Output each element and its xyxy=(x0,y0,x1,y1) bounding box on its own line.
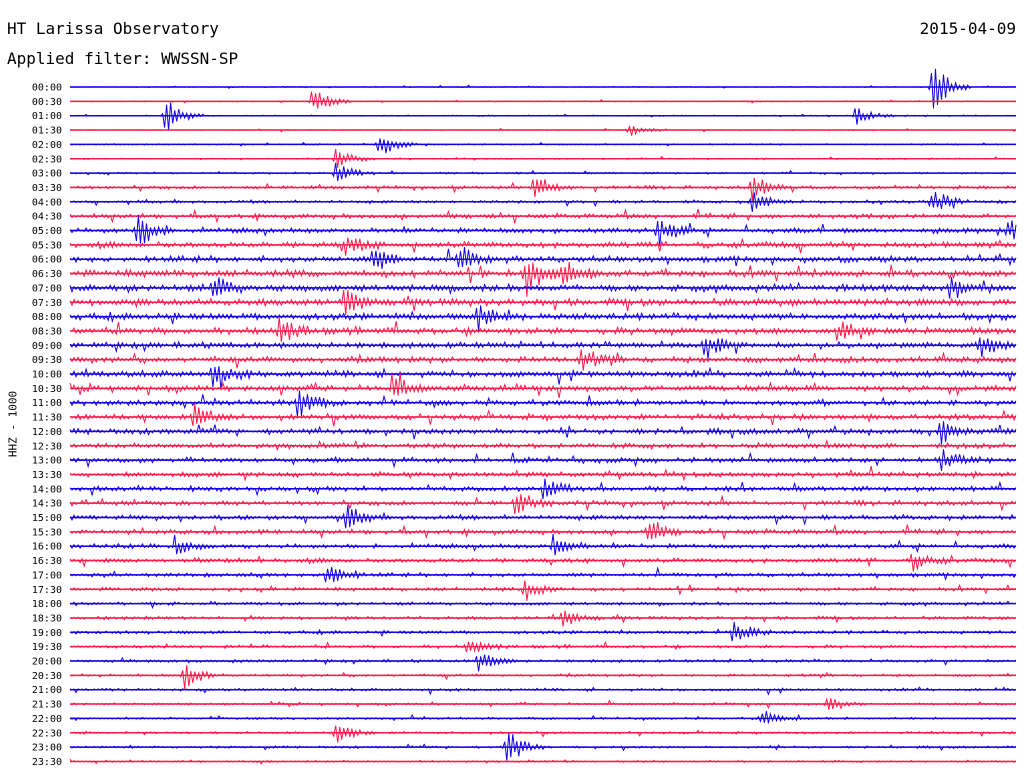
tick-label: 15:30 xyxy=(32,527,62,538)
trace-1630 xyxy=(69,553,1017,572)
trace-1730 xyxy=(69,580,1017,601)
trace-1430 xyxy=(69,494,1017,514)
tick-label: 01:00 xyxy=(32,111,62,122)
tick-label: 20:30 xyxy=(32,671,62,682)
trace-1100 xyxy=(69,390,1017,417)
tick-label: 06:30 xyxy=(32,269,62,280)
tick-label: 16:00 xyxy=(32,542,62,553)
trace-1000 xyxy=(69,366,1017,390)
trace-0300 xyxy=(69,162,1017,182)
tick-label: 23:00 xyxy=(32,743,62,754)
tick-label: 04:30 xyxy=(32,212,62,223)
trace-2030 xyxy=(69,664,1017,690)
trace-2000 xyxy=(69,654,1017,672)
tick-label: 13:00 xyxy=(32,456,62,467)
tick-label: 03:30 xyxy=(32,183,62,194)
tick-label: 07:00 xyxy=(32,283,62,294)
station-title: HT Larissa Observatory xyxy=(7,19,219,38)
trace-1800 xyxy=(69,600,1017,610)
tick-label: 02:00 xyxy=(32,140,62,151)
trace-2230 xyxy=(69,725,1017,743)
tick-label: 12:00 xyxy=(32,427,62,438)
time-labels: 00:00 00:30 01:00 01:30 02:00 02:30 03:00 03:30… xyxy=(32,83,62,768)
tick-label: 11:00 xyxy=(32,398,62,409)
trace-0000 xyxy=(69,68,1017,109)
tick-label: 22:00 xyxy=(32,714,62,725)
trace-0030 xyxy=(69,91,1017,109)
trace-0100 xyxy=(69,102,1017,131)
trace-2200 xyxy=(69,711,1017,724)
trace-0130 xyxy=(69,124,1017,136)
trace-0600 xyxy=(69,247,1017,270)
trace-1200 xyxy=(69,421,1017,445)
traces xyxy=(69,68,1017,765)
trace-0200 xyxy=(69,138,1017,154)
tick-label: 19:30 xyxy=(32,642,62,653)
tick-label: 08:30 xyxy=(32,326,62,337)
trace-1330 xyxy=(69,465,1017,482)
trace-0830 xyxy=(69,316,1017,343)
filter-label: Applied filter: WWSSN-SP xyxy=(7,49,239,68)
tick-label: 06:00 xyxy=(32,255,62,266)
tick-label: 10:00 xyxy=(32,370,62,381)
tick-label: 10:30 xyxy=(32,384,62,395)
tick-label: 04:00 xyxy=(32,197,62,208)
tick-label: 08:00 xyxy=(32,312,62,323)
trace-2100 xyxy=(69,686,1017,696)
tick-label: 18:30 xyxy=(32,613,62,624)
trace-1600 xyxy=(69,533,1017,556)
trace-1530 xyxy=(69,522,1017,541)
tick-label: 21:00 xyxy=(32,685,62,696)
tick-label: 15:00 xyxy=(32,513,62,524)
tick-label: 23:30 xyxy=(32,757,62,768)
tick-label: 05:00 xyxy=(32,226,62,237)
tick-label: 00:00 xyxy=(32,83,62,94)
tick-label: 11:30 xyxy=(32,413,62,424)
trace-0330 xyxy=(69,177,1017,202)
tick-label: 17:30 xyxy=(32,585,62,596)
trace-0800 xyxy=(69,305,1017,332)
tick-label: 16:30 xyxy=(32,556,62,567)
tick-label: 17:00 xyxy=(32,570,62,581)
tick-label: 12:30 xyxy=(32,441,62,452)
tick-label: 13:30 xyxy=(32,470,62,481)
tick-label: 22:30 xyxy=(32,728,62,739)
tick-label: 14:30 xyxy=(32,499,62,510)
tick-label: 19:00 xyxy=(32,628,62,639)
tick-label: 05:30 xyxy=(32,240,62,251)
tick-label: 07:30 xyxy=(32,298,62,309)
tick-label: 14:00 xyxy=(32,484,62,495)
tick-label: 20:00 xyxy=(32,657,62,668)
tick-label: 00:30 xyxy=(32,97,62,108)
tick-label: 02:30 xyxy=(32,154,62,165)
trace-1130 xyxy=(69,403,1017,427)
date-label: 2015-04-09 xyxy=(919,19,1016,38)
tick-label: 03:00 xyxy=(32,169,62,180)
tick-label: 21:30 xyxy=(32,700,62,711)
tick-label: 18:00 xyxy=(32,599,62,610)
trace-0900 xyxy=(69,337,1017,360)
tick-label: 09:30 xyxy=(32,355,62,366)
tick-label: 09:00 xyxy=(32,341,62,352)
tick-label: 01:30 xyxy=(32,126,62,137)
trace-0530 xyxy=(69,237,1017,256)
